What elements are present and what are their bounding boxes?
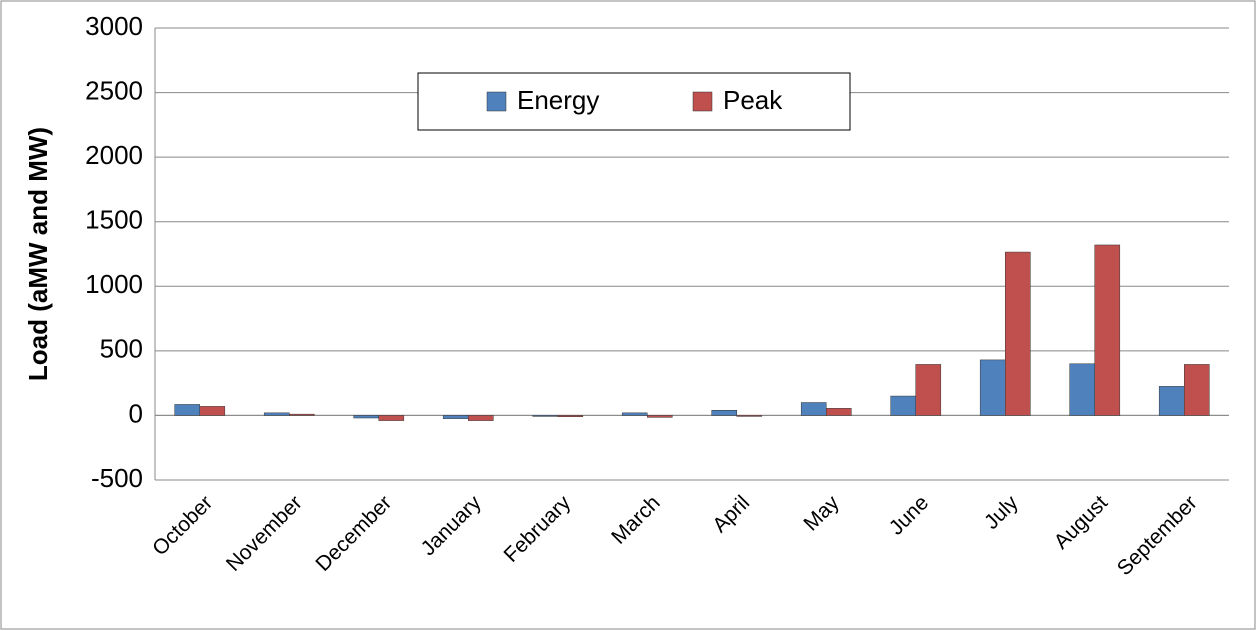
y-tick-label: 3000 bbox=[85, 11, 143, 41]
legend-swatch bbox=[486, 91, 507, 112]
bar bbox=[468, 415, 494, 421]
bar bbox=[378, 415, 405, 421]
bar bbox=[890, 395, 917, 416]
bar bbox=[1005, 251, 1031, 416]
y-tick-label: 0 bbox=[129, 398, 143, 428]
bar bbox=[532, 415, 559, 417]
y-tick-label: 2000 bbox=[85, 140, 143, 170]
bar bbox=[353, 415, 380, 419]
bar bbox=[800, 402, 827, 416]
legend-label: Energy bbox=[517, 85, 599, 115]
y-tick-label: 1500 bbox=[85, 205, 143, 235]
bar bbox=[174, 404, 201, 416]
y-axis-title: Load (aMW and MW) bbox=[23, 127, 53, 381]
bar bbox=[1158, 386, 1185, 416]
legend: Energy Peak bbox=[417, 72, 851, 131]
bar bbox=[1184, 364, 1210, 416]
y-tick-label: 500 bbox=[100, 334, 143, 364]
y-tick-label: 1000 bbox=[85, 269, 143, 299]
bar bbox=[736, 415, 763, 417]
bar bbox=[199, 406, 226, 416]
bar bbox=[442, 415, 469, 419]
bar bbox=[826, 408, 852, 416]
legend-label: Peak bbox=[723, 85, 783, 115]
y-tick-label: -500 bbox=[91, 463, 143, 493]
y-tick-label: 2500 bbox=[85, 75, 143, 105]
bar bbox=[915, 364, 942, 416]
bar bbox=[647, 415, 673, 418]
bar bbox=[621, 412, 648, 416]
bar bbox=[557, 415, 584, 417]
bar bbox=[263, 412, 290, 416]
legend-box bbox=[417, 72, 851, 131]
bar bbox=[979, 359, 1006, 416]
bar bbox=[1094, 244, 1121, 416]
bar bbox=[711, 410, 738, 416]
legend-swatch bbox=[692, 91, 713, 112]
bar bbox=[1069, 363, 1095, 416]
bar bbox=[289, 413, 315, 416]
